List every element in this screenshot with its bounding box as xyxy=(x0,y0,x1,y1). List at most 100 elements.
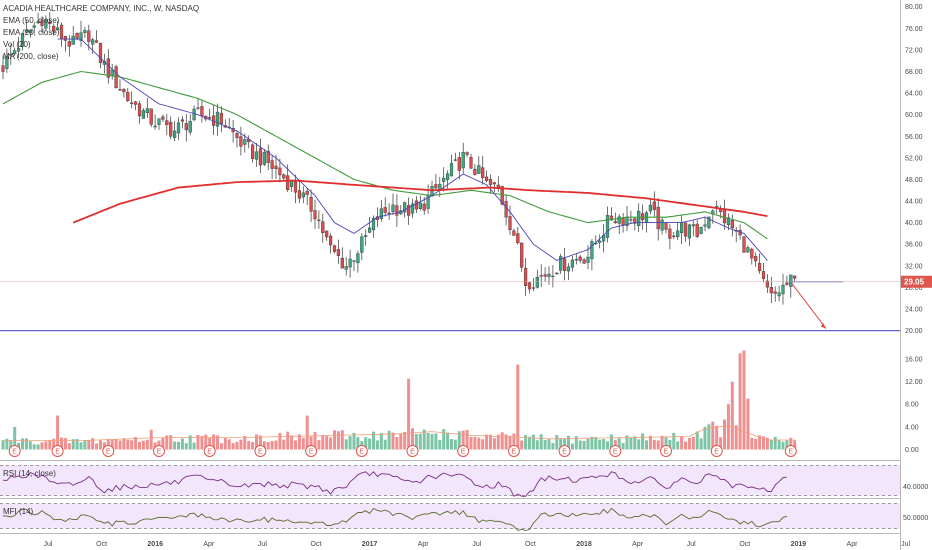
price-tick-label: 20.00 xyxy=(905,328,923,335)
candle xyxy=(730,220,734,229)
volume-bar xyxy=(9,440,13,450)
candle xyxy=(63,36,67,41)
volume-bar xyxy=(177,441,180,450)
volume-bar xyxy=(75,439,79,450)
candle xyxy=(192,108,196,121)
legend-ema50[interactable]: EMA (50, close) xyxy=(3,16,60,25)
volume-bar xyxy=(453,439,457,450)
volume-bar xyxy=(329,437,333,450)
volume-bar xyxy=(434,433,438,450)
candle xyxy=(524,267,528,286)
candle xyxy=(422,203,426,211)
candle xyxy=(28,30,32,34)
volume-bar xyxy=(422,429,426,450)
candle xyxy=(442,177,446,182)
volume-bar xyxy=(270,441,274,450)
candle xyxy=(446,173,450,180)
candle xyxy=(161,116,165,120)
volume-bar xyxy=(130,440,134,450)
earnings-marker xyxy=(406,445,419,457)
candle xyxy=(274,165,278,169)
legend-ma200[interactable]: MA (200, close) xyxy=(3,52,59,61)
volume-bar xyxy=(200,435,204,450)
candle xyxy=(180,119,184,122)
candle xyxy=(122,89,126,93)
candle xyxy=(94,40,99,43)
candle xyxy=(407,205,411,216)
volume-bar xyxy=(239,439,243,450)
price-axis[interactable]: 80.00 76.00 72.00 68.00 64.00 60.00 56.00 52.00… xyxy=(901,4,932,522)
price-tick-label: 68.00 xyxy=(905,69,923,76)
last-price-badge xyxy=(901,275,932,288)
time-axis[interactable]: Jul Oct 2016 Apr Jul Oct 2017 Apr Jul Oct 2018 Apr J… xyxy=(44,541,911,548)
ema50-line xyxy=(2,70,768,240)
volume-bar xyxy=(243,435,247,450)
candle xyxy=(348,258,352,268)
volume-bar xyxy=(313,432,317,450)
volume-bar xyxy=(364,437,368,450)
time-tick-label: Jul xyxy=(258,541,267,548)
volume-bar xyxy=(24,438,28,450)
legend-ema20[interactable]: EMA (20, close) xyxy=(3,28,60,37)
candle xyxy=(286,175,290,191)
volume-bar xyxy=(578,440,582,450)
mfi-label[interactable]: MFI (14) xyxy=(3,507,34,516)
earnings-marker-label: E xyxy=(12,449,17,456)
candle xyxy=(613,221,617,223)
volume-bar xyxy=(13,426,17,450)
candle xyxy=(660,219,664,231)
volume-bar xyxy=(551,442,555,450)
volume-bar xyxy=(781,441,785,450)
candle xyxy=(434,184,438,189)
volume-bar xyxy=(149,429,153,450)
candle xyxy=(83,30,87,33)
candle xyxy=(293,181,298,193)
candle xyxy=(555,272,559,274)
time-tick-label: 2019 xyxy=(791,541,807,548)
legend-vol[interactable]: Vol (20) xyxy=(3,40,31,49)
candle xyxy=(165,120,169,126)
candle xyxy=(106,58,110,78)
price-tick-label: 72.00 xyxy=(905,47,923,54)
candle xyxy=(793,275,797,279)
volume-bar xyxy=(621,443,625,450)
volume-bar xyxy=(598,439,602,450)
earnings-marker xyxy=(457,445,470,457)
volume-bar xyxy=(290,435,294,450)
candles xyxy=(1,12,797,305)
volume-bar xyxy=(141,440,145,450)
volume-bar xyxy=(613,439,617,450)
candle xyxy=(235,133,239,139)
volume-bar xyxy=(758,435,762,450)
candle xyxy=(461,152,465,169)
candle xyxy=(250,144,255,159)
candle xyxy=(656,206,660,230)
earnings-marker-label: E xyxy=(461,449,466,456)
volume-bar xyxy=(609,434,613,450)
volume-bar xyxy=(516,364,520,450)
candle xyxy=(742,236,746,253)
candle xyxy=(270,160,274,169)
rsi-label[interactable]: RSI (14, close) xyxy=(3,469,56,478)
candle xyxy=(535,276,539,288)
candle xyxy=(457,157,461,171)
candle xyxy=(344,266,348,270)
earnings-marker xyxy=(305,445,318,457)
candle xyxy=(67,41,71,47)
earnings-marker xyxy=(355,445,368,457)
candle xyxy=(17,48,21,52)
candle xyxy=(707,216,711,229)
candle xyxy=(282,174,286,179)
volume-bar xyxy=(687,437,691,450)
earnings-marker-label: E xyxy=(613,449,618,456)
volume-bar xyxy=(504,434,508,450)
candle xyxy=(465,152,469,155)
candle xyxy=(200,106,204,117)
candle xyxy=(609,215,613,221)
volume-bar xyxy=(325,436,329,450)
volume-bar xyxy=(481,439,485,450)
volume-bar xyxy=(102,442,106,450)
volume-bar xyxy=(44,441,48,450)
